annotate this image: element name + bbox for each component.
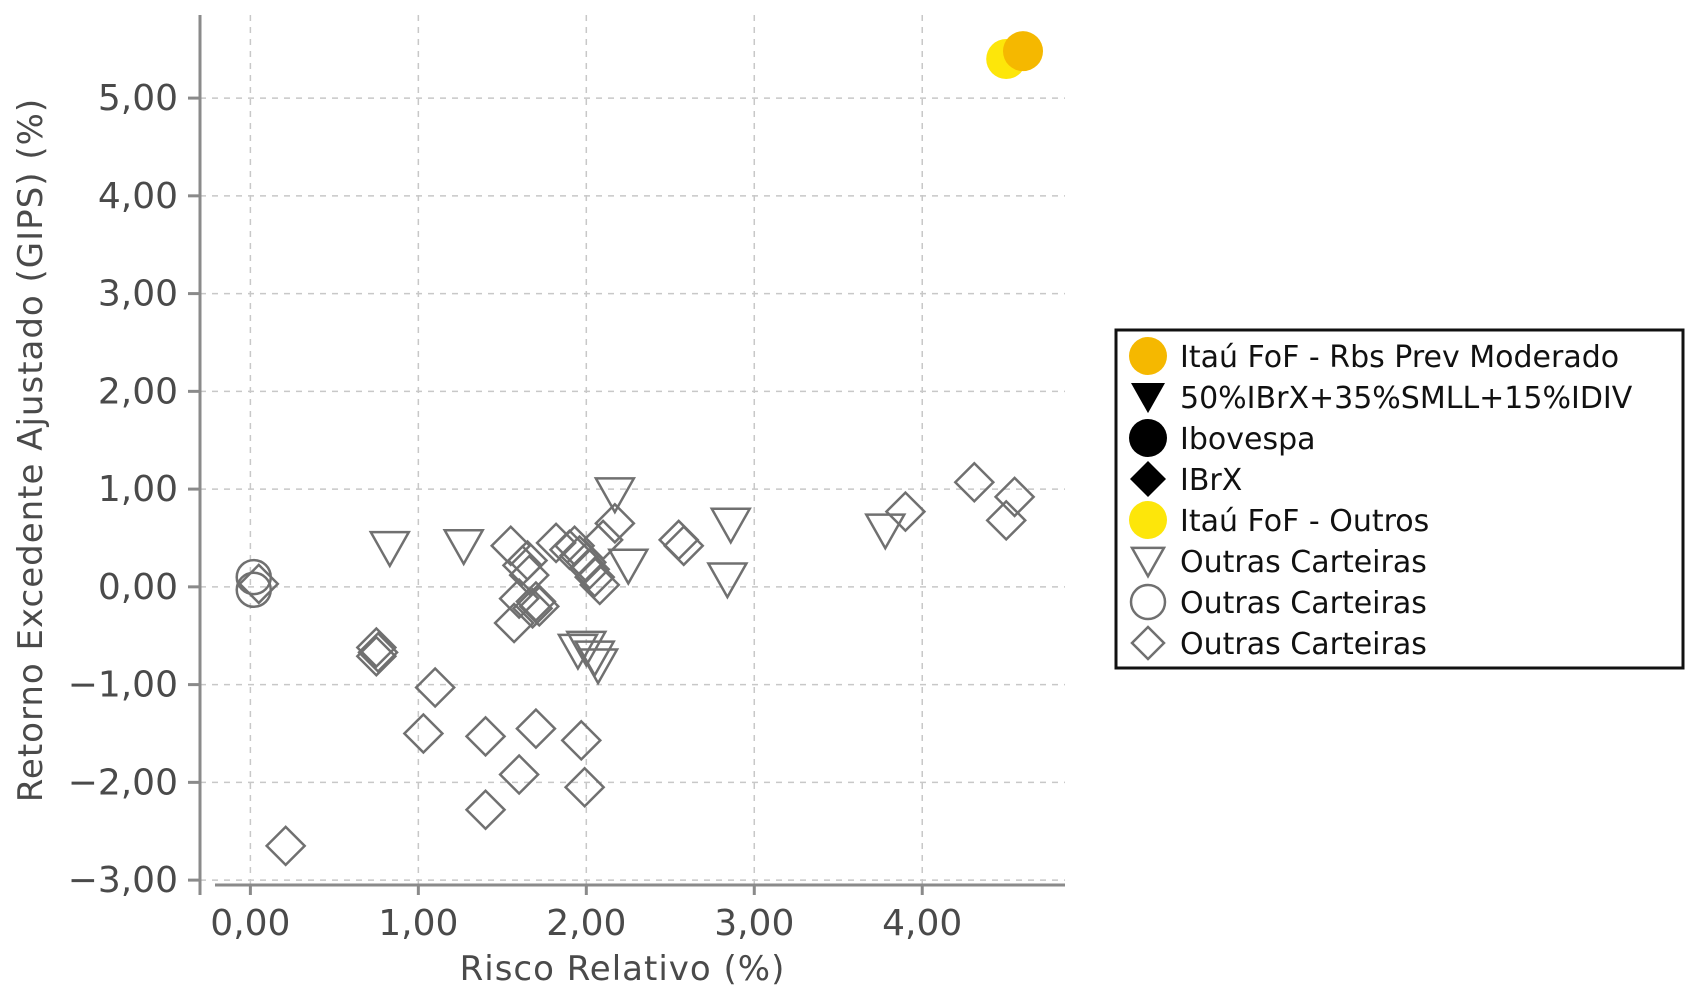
legend-label: Ibovespa (1180, 422, 1316, 457)
legend-marker (1129, 501, 1167, 539)
legend-marker (1130, 461, 1166, 497)
axes (198, 15, 1065, 895)
data-point (582, 519, 624, 561)
data-point (884, 490, 927, 533)
data-point (706, 562, 749, 600)
data-point (568, 548, 611, 591)
y-tick-label: 0,00 (98, 567, 178, 608)
legend-label: Itaú FoF - Outros (1180, 504, 1429, 539)
y-axis-title: Retorno Excedente Ajustado (GIPS) (%) (11, 98, 51, 802)
data-point (573, 556, 616, 598)
data-point (511, 587, 554, 630)
data-point (864, 513, 907, 551)
data-point (657, 519, 700, 561)
data-point (238, 563, 280, 605)
data-point (607, 548, 650, 586)
data-point (355, 626, 398, 669)
data-point (576, 648, 620, 686)
y-tick-label: −3,00 (68, 860, 178, 901)
x-tick-label: 1,00 (378, 903, 458, 944)
y-tick-label: 4,00 (98, 176, 178, 217)
data-point (489, 525, 532, 567)
data-point (506, 539, 549, 582)
data-point (662, 525, 705, 567)
y-tick-label: 1,00 (98, 469, 178, 510)
y-tick-label: 3,00 (98, 274, 178, 315)
data-point (357, 631, 399, 674)
x-axis-title: Risco Relativo (%) (460, 949, 786, 986)
data-points (235, 31, 1044, 867)
legend-marker (1130, 625, 1166, 661)
data-point (442, 528, 485, 567)
legend-label: Outras Carteiras (1180, 586, 1427, 621)
legend-marker (1131, 383, 1165, 414)
tick-marks-and-labels: 0,00 1,00 2,00 3,00 4,00 −3,00 −2,00 −1,00 0,00 1… (68, 78, 963, 944)
data-point (402, 712, 445, 755)
legend-label: IBrX (1180, 463, 1242, 498)
legend-label: Outras Carteiras (1180, 627, 1427, 662)
y-tick-label: 5,00 (98, 78, 178, 119)
data-point (235, 558, 272, 596)
legend-marker (1129, 583, 1167, 621)
x-tick-label: 4,00 (882, 903, 962, 944)
y-tick-label: 2,00 (98, 371, 178, 412)
data-point (560, 719, 603, 762)
data-point (1003, 31, 1044, 72)
legend-label: Itaú FoF - Rbs Prev Moderado (1180, 340, 1619, 375)
legend-marker (1129, 546, 1167, 579)
legend-marker (1129, 419, 1167, 457)
data-point (993, 476, 1036, 518)
data-point (493, 602, 535, 644)
grid-lines (200, 15, 1065, 885)
data-point (709, 507, 752, 545)
x-tick-label: 0,00 (210, 903, 290, 944)
data-point (515, 707, 557, 750)
data-point (498, 753, 540, 796)
data-point (464, 715, 507, 758)
legend: Itaú FoF - Rbs Prev Moderado 50%IBrX+35%S… (1114, 328, 1685, 670)
legend-box (1114, 328, 1685, 670)
data-point (985, 499, 1027, 542)
data-point (518, 585, 561, 628)
x-tick-label: 2,00 (546, 903, 626, 944)
data-point (578, 564, 621, 606)
legend-label: Outras Carteiras (1180, 545, 1427, 580)
data-point (414, 666, 456, 709)
data-point (264, 825, 307, 867)
data-point (464, 788, 507, 831)
y-tick-label: −1,00 (68, 665, 178, 706)
data-point (535, 522, 577, 564)
data-point (368, 530, 411, 569)
y-tick-label: −2,00 (68, 762, 178, 803)
data-point (563, 766, 606, 809)
legend-label: 50%IBrX+35%SMLL+15%IDIV (1180, 381, 1633, 416)
data-point (355, 635, 398, 678)
x-tick-label: 3,00 (714, 903, 794, 944)
data-point (556, 633, 600, 671)
data-point (593, 477, 637, 515)
data-point (235, 571, 272, 609)
data-point (953, 461, 996, 504)
data-point (594, 502, 636, 545)
legend-marker (1129, 337, 1167, 375)
